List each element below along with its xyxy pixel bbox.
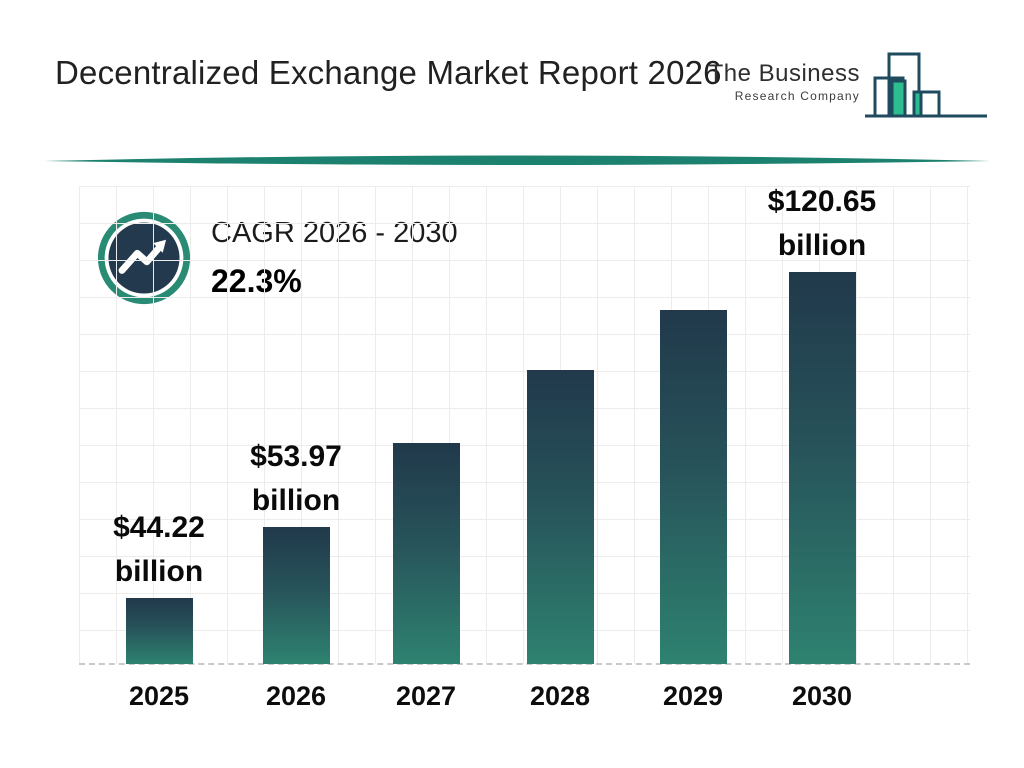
divider-line — [44, 155, 990, 165]
value-label-2030: $120.65 billion — [727, 180, 917, 268]
value-unit: billion — [114, 555, 204, 588]
value-amount: $53.97 — [250, 440, 342, 473]
company-logo: The Business Research Company — [709, 42, 990, 128]
bar-chart-logo-icon — [865, 52, 987, 118]
bar-2026 — [262, 527, 330, 664]
x-axis-label-2027: 2027 — [395, 681, 457, 711]
value-label-2026: $53.97 billion — [201, 435, 391, 523]
value-amount: $120.65 — [767, 185, 877, 218]
logo-name: The Business — [708, 60, 860, 87]
x-axis-baseline — [79, 663, 970, 665]
value-label-2025: $44.22 billion — [64, 506, 254, 594]
x-axis-label-2030: 2030 — [791, 681, 853, 711]
logo-subtitle: Research Company — [734, 89, 860, 103]
x-axis-label-2026: 2026 — [265, 681, 327, 711]
value-amount: $44.22 — [113, 511, 205, 544]
x-axis-label-2028: 2028 — [529, 681, 591, 711]
company-logo-text: The Business Research Company — [709, 60, 860, 103]
bar-2028 — [526, 370, 594, 664]
bar-2030 — [788, 272, 856, 664]
x-axis-label-2025: 2025 — [128, 681, 190, 711]
bar-2027 — [392, 443, 460, 664]
value-unit: billion — [251, 484, 341, 517]
bar-2029 — [659, 310, 727, 664]
value-unit: billion — [777, 229, 867, 262]
page-title: Decentralized Exchange Market Report 202… — [55, 54, 722, 91]
bar-2025 — [125, 598, 193, 664]
x-axis-label-2029: 2029 — [662, 681, 724, 711]
